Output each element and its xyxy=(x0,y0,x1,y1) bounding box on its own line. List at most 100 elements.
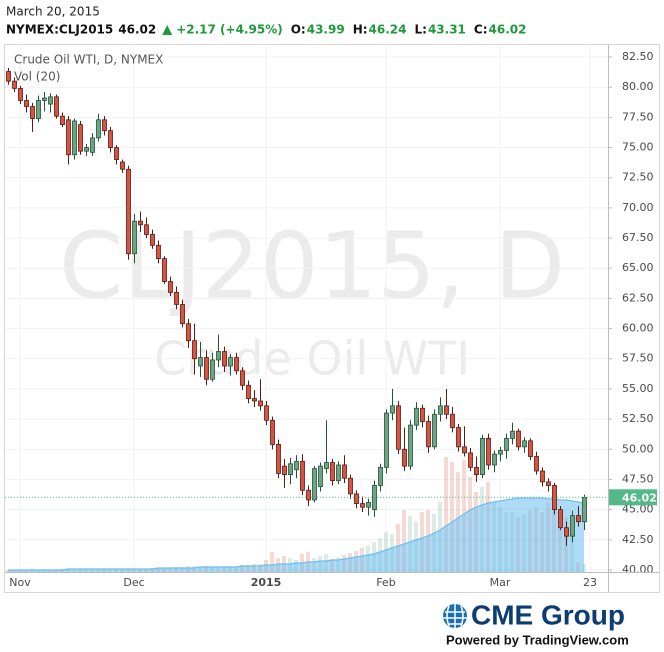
candle-body xyxy=(294,460,299,471)
candle-body xyxy=(534,456,539,472)
candle-body xyxy=(54,96,59,117)
candle-body xyxy=(96,119,101,139)
candle-body xyxy=(360,503,365,508)
candle-body xyxy=(546,481,551,486)
candle-body xyxy=(486,438,491,466)
candle-body xyxy=(108,130,113,148)
candle-body xyxy=(72,120,77,156)
candle-body xyxy=(390,405,395,414)
change: +2.17 (+4.95%) xyxy=(176,23,283,37)
candle-body xyxy=(114,147,119,161)
candle-body xyxy=(426,421,431,448)
candle-body xyxy=(288,463,293,476)
candle-body xyxy=(438,405,443,415)
candle-body xyxy=(474,466,479,476)
y-tick-label: 45.00 xyxy=(622,503,654,516)
brand: CME Group xyxy=(471,599,625,630)
candle-body xyxy=(180,304,185,325)
candle-body xyxy=(150,234,155,246)
candle-body xyxy=(396,405,401,450)
y-tick-label: 72.50 xyxy=(622,171,654,184)
candle-body xyxy=(60,115,65,126)
y-tick-label: 75.00 xyxy=(622,141,654,154)
candle-body xyxy=(510,430,515,439)
y-tick-label: 50.00 xyxy=(622,442,654,455)
candle-body xyxy=(570,515,575,537)
candle-body xyxy=(558,509,563,529)
candle-body xyxy=(384,412,389,468)
candle-body xyxy=(246,384,251,399)
volume-bar xyxy=(270,552,274,572)
candle-body xyxy=(144,224,149,235)
y-tick-label: 57.50 xyxy=(622,352,654,365)
candle-body xyxy=(210,359,215,380)
header: NYMEX:CLJ2015 46.02 +2.17 (+4.95%) O: 43.99 H… xyxy=(6,23,527,37)
ohlc-value: 46.24 xyxy=(369,23,407,37)
candle-body xyxy=(480,438,485,476)
candle-body xyxy=(168,281,173,293)
candle-body xyxy=(12,80,17,89)
candle-body xyxy=(354,493,359,504)
x-tick-label: 2015 xyxy=(251,576,282,589)
candle-body xyxy=(138,220,143,226)
x-tick-label: 23 xyxy=(583,576,597,589)
candle-body xyxy=(504,438,509,451)
candle-body xyxy=(330,462,335,482)
candle-body xyxy=(300,460,305,491)
candle-body xyxy=(348,477,353,495)
candle-body xyxy=(276,444,281,474)
candle-body xyxy=(186,323,191,342)
candle-body xyxy=(252,398,257,402)
logo-globe-lines xyxy=(443,604,467,628)
candle-body xyxy=(66,119,71,156)
candle-body xyxy=(336,464,341,482)
candle-body xyxy=(42,97,47,101)
up-arrow xyxy=(162,25,173,35)
y-tick-label: 80.00 xyxy=(622,80,654,93)
volume-bar xyxy=(402,510,406,572)
y-tick-label: 47.50 xyxy=(622,472,654,485)
candle-body xyxy=(414,407,419,426)
volume-bar xyxy=(444,457,448,572)
ohlc-value: 43.99 xyxy=(307,23,345,37)
candle-body xyxy=(234,357,239,372)
candle-body xyxy=(318,465,323,488)
candle-body xyxy=(420,407,425,422)
y-tick-label: 40.00 xyxy=(622,563,654,576)
ohlc-value: 46.02 xyxy=(489,23,527,37)
candle-body xyxy=(282,465,287,476)
legend-volume: Vol (20) xyxy=(14,70,60,84)
candle-body xyxy=(216,351,221,361)
candle-body xyxy=(462,446,467,454)
ohlc-value: 43.31 xyxy=(428,23,466,37)
candle-body xyxy=(528,440,533,457)
y-tick-label: 52.50 xyxy=(622,412,654,425)
y-tick-label: 42.50 xyxy=(622,533,654,546)
candle-body xyxy=(516,430,521,448)
credit: Powered by TradingView.com xyxy=(446,632,629,647)
legend-series: Crude Oil WTI, D, NYMEX xyxy=(14,53,163,67)
candle-body xyxy=(48,96,53,105)
candle-body xyxy=(444,405,449,415)
y-tick-label: 77.50 xyxy=(622,110,654,123)
candle-body xyxy=(582,496,587,523)
candle-body xyxy=(120,161,125,170)
header-last: 46.02 xyxy=(118,23,156,37)
candle-body xyxy=(126,168,131,255)
candle-body xyxy=(324,462,329,469)
volume-bar xyxy=(450,462,454,572)
candle-body xyxy=(264,405,269,421)
candle-body xyxy=(540,470,545,483)
candle-body xyxy=(408,424,413,467)
candle-body xyxy=(204,357,209,380)
ohlc-label: L: xyxy=(415,23,427,37)
watermark-symbol: CLJ2015, D xyxy=(59,212,565,319)
candle-body xyxy=(378,466,383,486)
y-tick-label: 65.00 xyxy=(622,261,654,274)
candle-body xyxy=(90,137,95,153)
candle-body xyxy=(432,413,437,448)
candle-body xyxy=(366,501,371,508)
candle-body xyxy=(312,468,317,501)
candle-body xyxy=(240,370,245,386)
